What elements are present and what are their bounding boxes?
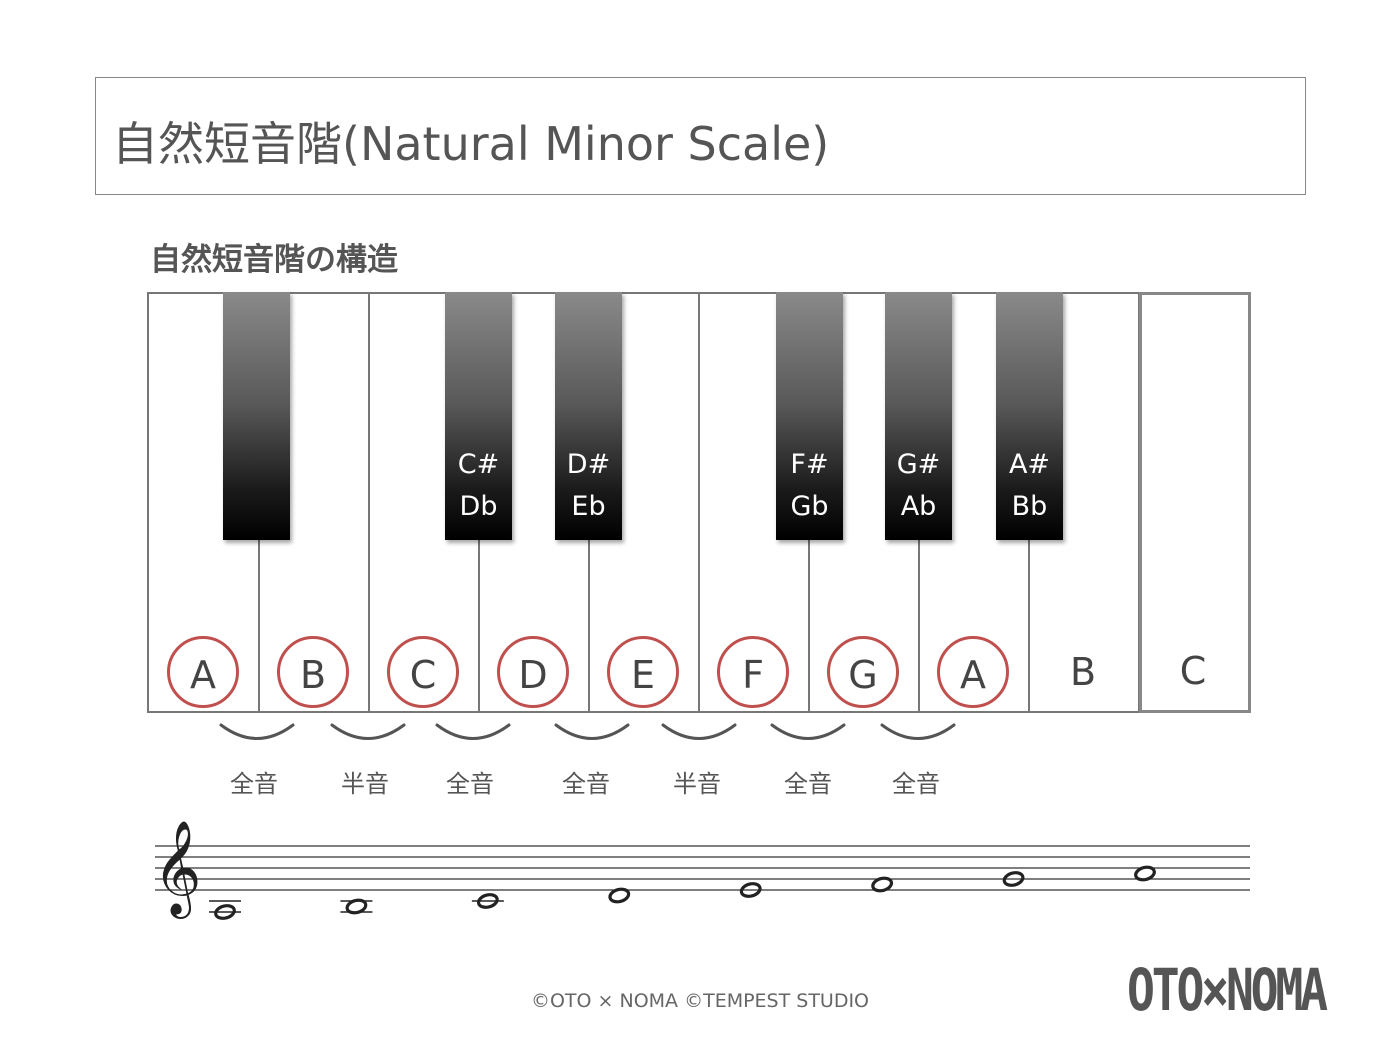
title-box: 自然短音階(Natural Minor Scale) [95, 77, 1306, 195]
black-key: D# Eb [555, 292, 622, 540]
black-key-sharp-label: F# [776, 444, 843, 486]
black-key-flat-label: Eb [555, 486, 622, 528]
white-key-label: D [497, 636, 569, 708]
whole-note [1003, 871, 1024, 888]
white-key-label: F [717, 636, 789, 708]
step-arc [772, 725, 844, 739]
black-key-flat-label: Ab [885, 486, 952, 528]
whole-note [477, 893, 498, 910]
step-label: 全音 [784, 764, 832, 799]
whole-note [609, 887, 630, 904]
black-key-flat-label: Bb [996, 486, 1063, 528]
black-key-sharp-label: G# [885, 444, 952, 486]
notes [209, 865, 1156, 920]
step-label: 全音 [892, 764, 940, 799]
step-label: 半音 [341, 764, 389, 799]
whole-note [214, 904, 235, 921]
step-arc [882, 725, 954, 739]
white-key-label: G [827, 636, 899, 708]
black-key: A# Bb [996, 292, 1063, 540]
white-key-label: A [937, 636, 1009, 708]
whole-note [346, 898, 367, 915]
step-label: 全音 [230, 764, 278, 799]
black-key: F# Gb [776, 292, 843, 540]
white-key-label: B [1047, 636, 1119, 708]
step-label: 全音 [446, 764, 494, 799]
white-key-label: A [167, 636, 239, 708]
whole-note [740, 882, 761, 899]
white-key: C [1139, 292, 1251, 713]
black-key-sharp-label: A# [996, 444, 1063, 486]
step-arc [332, 725, 404, 739]
page-title: 自然短音階(Natural Minor Scale) [112, 108, 829, 174]
white-key-label: C [387, 636, 459, 708]
step-arc [556, 725, 628, 739]
step-arc [437, 725, 509, 739]
step-arc [663, 725, 735, 739]
black-key-sharp-label: C# [445, 444, 512, 486]
black-key-flat-label: Gb [776, 486, 843, 528]
white-key-label: C [1157, 635, 1229, 707]
white-key-label: E [607, 636, 679, 708]
black-key [223, 292, 290, 540]
whole-note [871, 876, 892, 893]
white-key-label: B [277, 636, 349, 708]
step-label: 半音 [673, 764, 721, 799]
black-key-sharp-label: D# [555, 444, 622, 486]
section-subtitle: 自然短音階の構造 [150, 234, 398, 279]
treble-clef-icon: 𝄞 [153, 820, 201, 919]
logo: OTO×NOMA [1127, 956, 1325, 1024]
black-key: C# Db [445, 292, 512, 540]
black-key-flat-label: Db [445, 486, 512, 528]
piano-keyboard: A B C D E F G A B C C# Db D# Eb F# Gb G# [147, 292, 1252, 715]
step-label: 全音 [562, 764, 610, 799]
black-key: G# Ab [885, 292, 952, 540]
step-arc [221, 725, 293, 739]
whole-note [1134, 865, 1155, 882]
